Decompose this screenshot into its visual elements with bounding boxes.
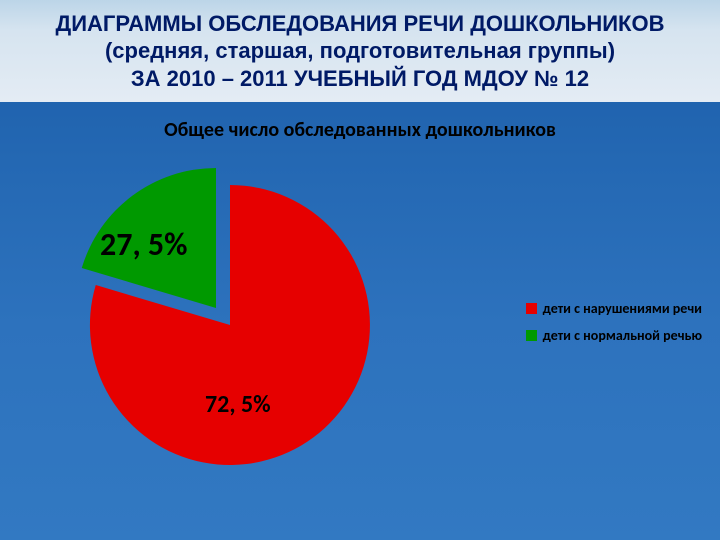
header-band: ДИАГРАММЫ ОБСЛЕДОВАНИЯ РЕЧИ ДОШКОЛЬНИКОВ… [0, 0, 720, 102]
page-title: ДИАГРАММЫ ОБСЛЕДОВАНИЯ РЕЧИ ДОШКОЛЬНИКОВ… [56, 10, 665, 93]
pie-chart: 27, 5% 72, 5% [70, 165, 390, 485]
pct-label-green: 27, 5% [100, 225, 187, 264]
legend-item-1: дети с нормальной речью [526, 327, 702, 344]
legend-swatch-0 [526, 303, 537, 314]
legend-item-0: дети с нарушениями речи [526, 300, 702, 317]
chart-subtitle: Общее число обследованных дошкольников [0, 118, 720, 142]
legend-text-0: дети с нарушениями речи [543, 300, 702, 317]
legend-swatch-1 [526, 330, 537, 341]
legend-text-1: дети с нормальной речью [543, 327, 702, 344]
pie-svg [70, 165, 390, 485]
title-line-3: ЗА 2010 – 2011 УЧЕБНЫЙ ГОД МДОУ № 12 [56, 65, 665, 93]
title-line-2: (средняя, старшая, подготовительная груп… [56, 37, 665, 65]
legend: дети с нарушениями речи дети с нормально… [526, 300, 702, 354]
pct-label-red: 72, 5% [205, 390, 271, 419]
title-line-1: ДИАГРАММЫ ОБСЛЕДОВАНИЯ РЕЧИ ДОШКОЛЬНИКОВ [56, 10, 665, 38]
